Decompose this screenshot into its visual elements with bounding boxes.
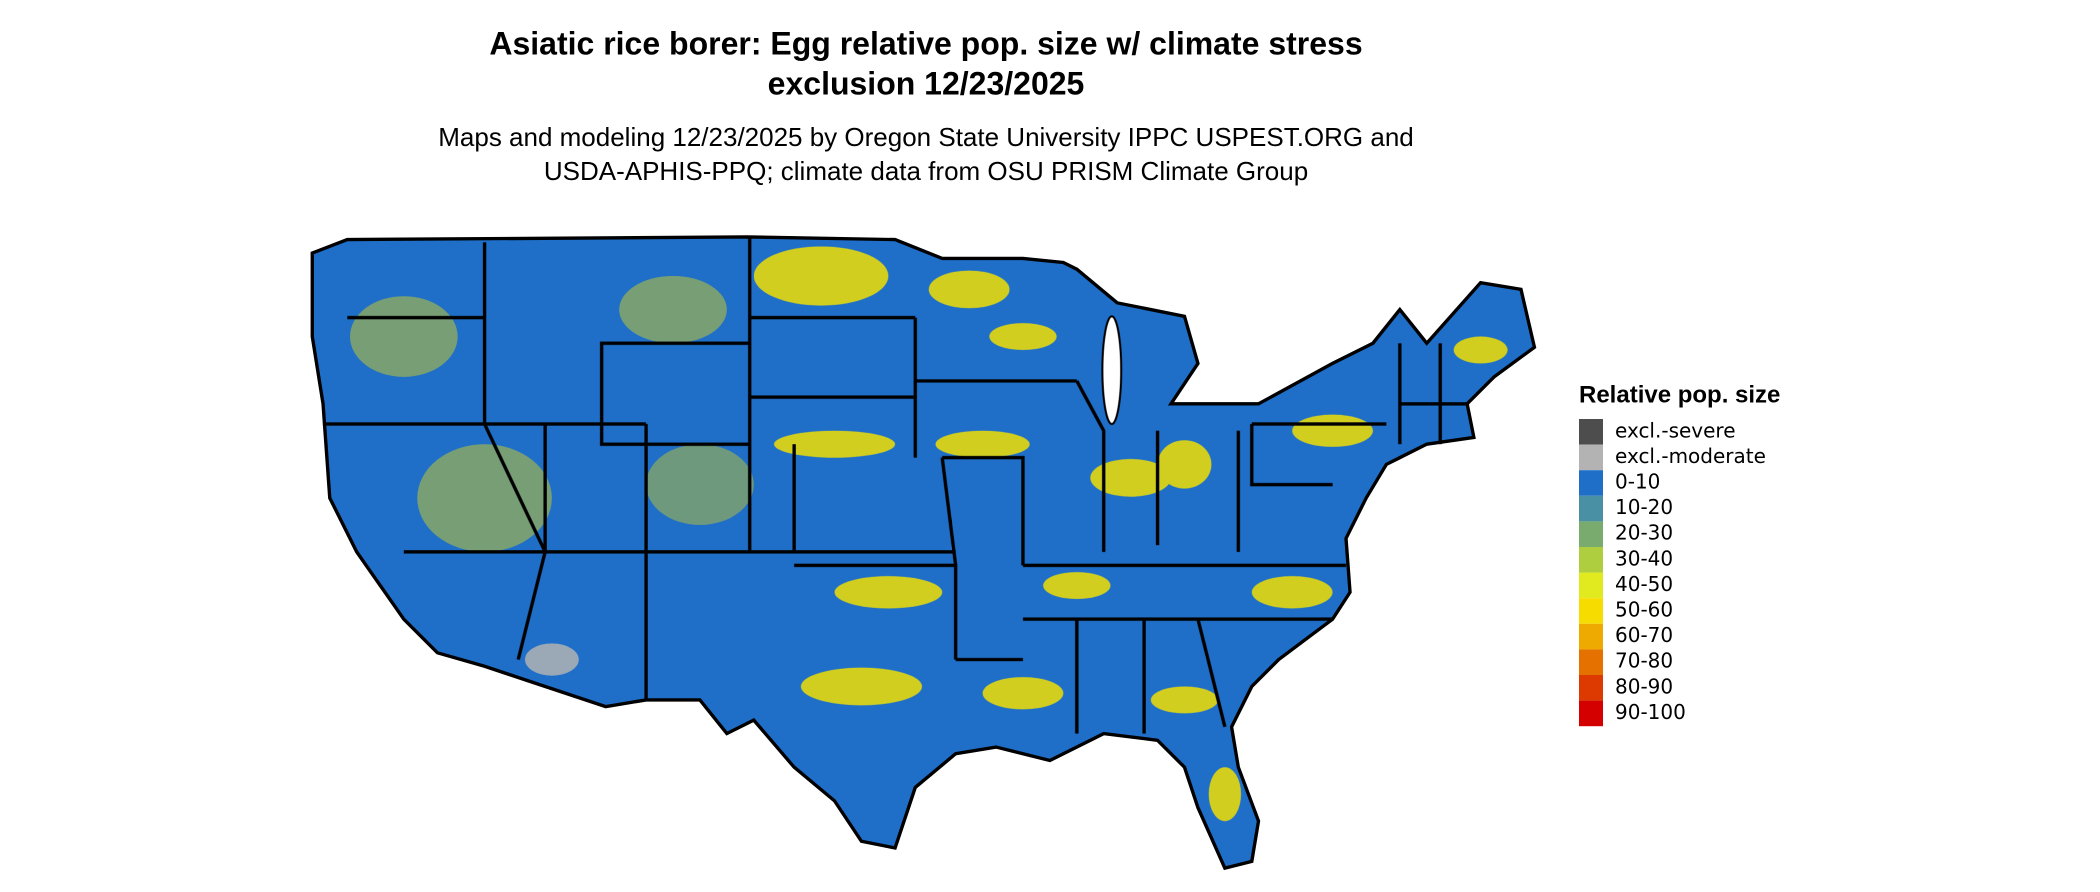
legend-swatch xyxy=(1579,521,1603,547)
legend-swatch xyxy=(1579,623,1603,650)
legend-label: 80-90 xyxy=(1615,674,1673,698)
legend-label: 30-40 xyxy=(1615,546,1673,570)
legend-label: 40-50 xyxy=(1615,572,1673,596)
lake-michigan xyxy=(1101,315,1123,425)
title-line: Asiatic rice borer: Egg relative pop. si… xyxy=(489,25,1362,61)
legend-title: Relative pop. size xyxy=(1579,381,1780,408)
legend-label: 60-70 xyxy=(1615,623,1673,647)
legend-label: 20-30 xyxy=(1615,521,1673,545)
legend-swatch xyxy=(1579,495,1603,522)
legend: excl.-severeexcl.-moderate0-1010-2020-30… xyxy=(1579,418,1766,727)
legend-swatch xyxy=(1579,547,1603,573)
legend-label: excl.-moderate xyxy=(1615,444,1766,468)
legend-label: 50-60 xyxy=(1615,598,1673,622)
legend-label: 10-20 xyxy=(1615,495,1673,519)
legend-swatch xyxy=(1579,419,1603,445)
legend-swatch xyxy=(1579,675,1603,701)
legend-swatch xyxy=(1579,572,1603,599)
subtitle-line: USDA-APHIS-PPQ; climate data from OSU PR… xyxy=(544,156,1308,186)
legend-label: excl.-severe xyxy=(1615,418,1736,442)
legend-swatch xyxy=(1579,649,1603,675)
legend-label: 70-80 xyxy=(1615,649,1673,673)
state-borders xyxy=(323,236,1468,734)
legend-swatch xyxy=(1579,470,1603,496)
suitability-patches xyxy=(349,246,1508,822)
subtitle-line: Maps and modeling 12/23/2025 by Oregon S… xyxy=(438,122,1414,152)
title-line: exclusion 12/23/2025 xyxy=(768,65,1085,101)
legend-swatch xyxy=(1579,598,1603,624)
legend-label: 90-100 xyxy=(1615,700,1686,724)
legend-swatch xyxy=(1579,700,1603,727)
map xyxy=(310,235,1537,871)
legend-swatch xyxy=(1579,444,1603,471)
legend-label: 0-10 xyxy=(1615,470,1660,494)
